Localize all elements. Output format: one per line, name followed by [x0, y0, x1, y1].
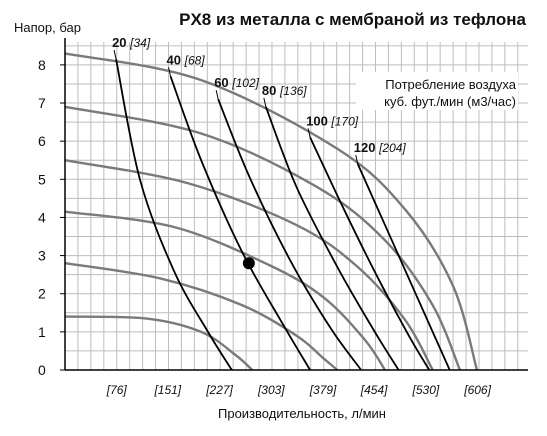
air-consumption-curve — [265, 106, 400, 371]
x-tick-label: [454] — [360, 383, 388, 397]
x-axis-label: Производительность, л/мин — [218, 406, 386, 421]
y-tick-label: 4 — [38, 209, 46, 225]
x-tick-label: [530] — [412, 383, 440, 397]
air-curve-label: 40 [68] — [167, 52, 206, 67]
air-curve-leader — [307, 128, 311, 138]
pressure-curve — [64, 52, 479, 371]
x-tick-label: [227] — [205, 383, 233, 397]
y-tick-label: 7 — [38, 95, 46, 111]
air-consumption-curve — [309, 136, 431, 371]
air-curve-leader — [355, 154, 359, 165]
air-curve-label-metric: [136] — [279, 84, 307, 98]
air-consumption-curve — [217, 98, 362, 371]
chart-title: PX8 из металла с мембраной из тефлона — [179, 10, 526, 29]
x-tick-label: [303] — [257, 383, 285, 397]
legend-note-box — [356, 72, 518, 110]
air-curve-label: 60 [102] — [214, 75, 259, 90]
air-consumption-curve — [115, 58, 233, 371]
air-consumption-curve — [169, 76, 311, 371]
air-curve-label-value: 20 — [112, 35, 130, 50]
air-curve-leader — [263, 97, 267, 107]
air-curve-label: 80 [136] — [262, 83, 307, 98]
pressure-curve — [64, 159, 434, 371]
air-consumption-curve — [356, 163, 451, 371]
y-tick-label: 0 — [38, 362, 46, 378]
y-tick-label: 8 — [38, 57, 46, 73]
air-curve-leader — [215, 90, 219, 100]
x-tick-label: [76] — [106, 383, 128, 397]
air-curve-label-metric: [204] — [378, 141, 406, 155]
y-tick-label: 3 — [38, 248, 46, 264]
air-curve-label-metric: [102] — [231, 76, 259, 90]
y-tick-label: 6 — [38, 133, 46, 149]
x-tick-label: [151] — [153, 383, 181, 397]
x-tick-label: [606] — [463, 383, 491, 397]
air-curve-label: 100 [170] — [306, 113, 359, 128]
air-curve-label-metric: [170] — [330, 114, 358, 128]
chart-labels: 0 1 2 3 4 5 6 7 8 [76] [151] [227] [303] [379] [454] [5… — [38, 35, 492, 397]
air-curve-label: 120 [204] — [354, 140, 407, 155]
legend-note-line-1: Потребление воздуха — [385, 77, 516, 92]
air-curve-label: 20 [34] — [112, 35, 151, 50]
pressure-curve — [64, 262, 339, 371]
legend-note-line-2: куб. фут./мин (м3/час) — [384, 94, 516, 109]
air-curve-leader — [113, 50, 117, 60]
air-curve-label-value: 60 — [214, 75, 232, 90]
air-curve-label-metric: [34] — [129, 36, 151, 50]
air-consumption-curves — [113, 50, 451, 371]
air-curve-label-value: 120 — [354, 140, 379, 155]
pressure-curve — [64, 315, 254, 371]
air-curve-leader — [168, 67, 172, 77]
y-tick-label: 1 — [38, 324, 46, 340]
chart-axes — [60, 38, 528, 371]
pressure-curves — [64, 52, 479, 371]
operating-point-marker — [242, 257, 255, 270]
pressure-curve — [64, 105, 462, 371]
y-tick-label: 2 — [38, 286, 46, 302]
x-tick-label: [379] — [309, 383, 337, 397]
air-curve-label-metric: [68] — [184, 53, 206, 67]
y-axis-label: Напор, бар — [14, 20, 81, 35]
pressure-curve — [64, 210, 387, 371]
air-curve-label-value: 40 — [167, 52, 185, 67]
y-tick-label: 5 — [38, 171, 46, 187]
air-curve-label-value: 80 — [262, 83, 280, 98]
air-curve-label-value: 100 — [306, 113, 331, 128]
